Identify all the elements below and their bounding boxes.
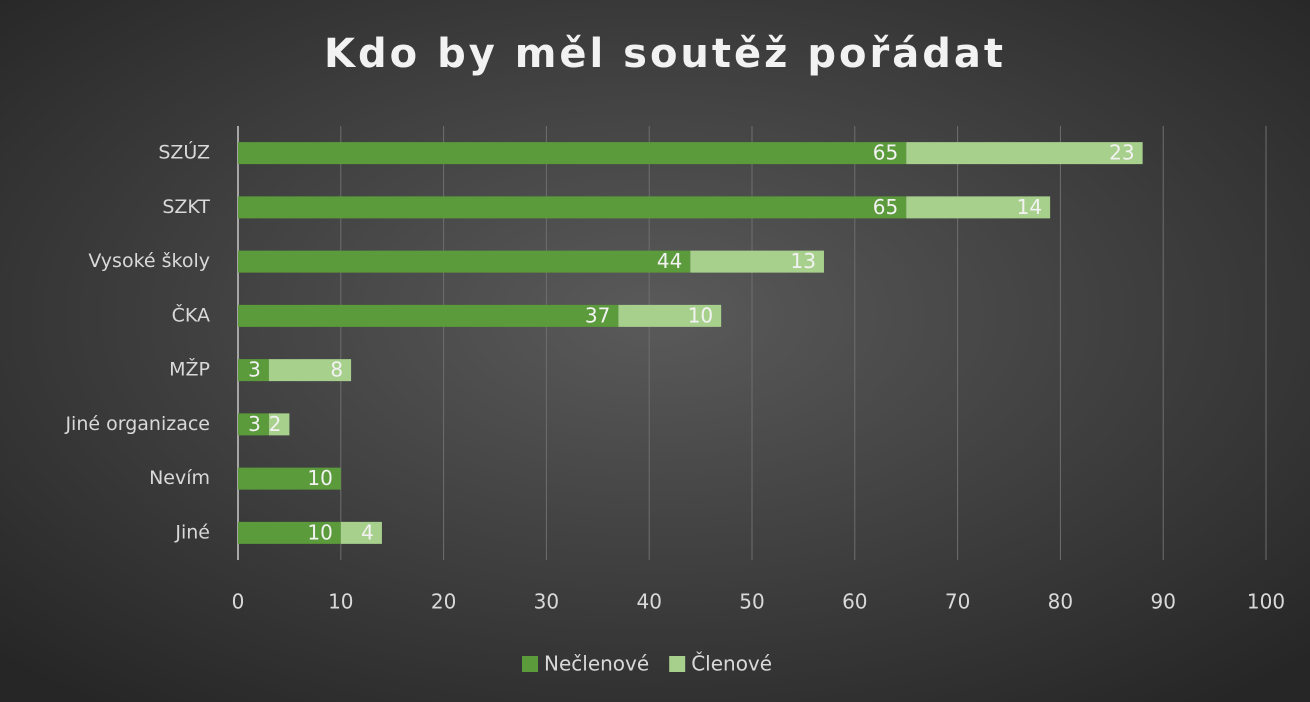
bar [268,359,352,382]
bar [238,521,341,544]
bar [238,359,269,382]
bar [906,196,1051,219]
x-tick-label: 60 [842,590,867,614]
x-tick-label: 50 [739,590,764,614]
bar [906,142,1143,165]
chart-title: Kdo by měl soutěž pořádat [324,31,1006,77]
y-tick-label: Nevím [149,467,210,489]
data-label: 44 [657,249,682,273]
x-tick-label: 90 [1150,590,1175,614]
legend-swatch [669,656,686,672]
bar [238,250,691,273]
bar [238,413,269,436]
y-tick-label: Jiné organizace [64,413,210,435]
bar [690,250,824,273]
bar [238,304,619,327]
y-tick-label: SZKT [162,196,210,218]
data-label: 65 [873,195,898,219]
data-label: 8 [330,358,343,382]
data-label: 2 [269,412,282,436]
y-tick-label: ČKA [172,302,210,326]
data-label: 14 [1017,195,1042,219]
y-tick-label: SZÚZ [158,140,210,164]
data-label: 23 [1109,141,1134,165]
x-tick-label: 0 [232,590,245,614]
data-label: 65 [873,141,898,165]
data-label: 13 [791,249,816,273]
data-label: 4 [361,520,374,544]
bar [618,304,722,327]
x-tick-label: 10 [328,590,353,614]
bar [238,142,907,165]
data-label: 37 [585,303,610,327]
legend-label: Členové [691,652,772,676]
legend-swatch [522,656,538,672]
x-tick-label: 20 [431,590,456,614]
data-label: 3 [248,412,261,436]
x-tick-label: 80 [1048,590,1073,614]
legend-label: Nečlenové [544,652,649,676]
y-tick-label: Jiné [174,521,210,543]
x-tick-label: 70 [945,590,970,614]
bar [268,413,290,436]
x-tick-label: 30 [534,590,559,614]
data-label: 3 [248,358,261,382]
bar [238,196,907,219]
y-tick-label: MŽP [169,358,210,381]
bar [238,467,341,490]
bar [340,521,382,544]
x-tick-label: 40 [636,590,661,614]
data-label: 10 [688,303,713,327]
data-label: 10 [307,520,332,544]
y-tick-label: Vysoké školy [88,250,210,272]
x-tick-label: 100 [1247,590,1285,614]
data-label: 10 [307,466,332,490]
